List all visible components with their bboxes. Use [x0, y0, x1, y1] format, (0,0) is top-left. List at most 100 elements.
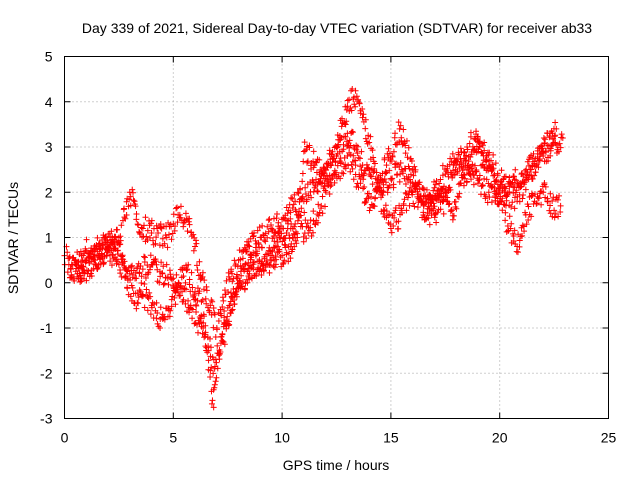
data-point: [258, 271, 265, 278]
data-point: [190, 247, 197, 254]
data-point: [221, 307, 228, 314]
data-point: [304, 158, 311, 165]
data-point: [378, 176, 385, 183]
data-point: [395, 225, 402, 232]
data-point: [358, 148, 365, 155]
data-point: [511, 227, 518, 234]
data-point: [214, 342, 221, 349]
data-point: [167, 271, 174, 278]
data-point: [153, 315, 160, 322]
data-point: [299, 193, 306, 200]
data-point: [460, 171, 467, 178]
data-point: [369, 181, 376, 188]
data-point: [226, 321, 233, 328]
data-point: [242, 261, 249, 268]
data-point: [344, 153, 351, 160]
data-point: [193, 308, 200, 315]
data-point: [229, 306, 236, 313]
data-point: [427, 199, 434, 206]
data-point: [319, 193, 326, 200]
data-point: [193, 302, 200, 309]
data-point: [161, 316, 168, 323]
data-point: [279, 252, 286, 259]
data-point: [468, 165, 475, 172]
data-point: [551, 133, 558, 140]
data-point: [97, 245, 104, 252]
data-point: [407, 171, 414, 178]
data-point: [180, 273, 187, 280]
data-point: [91, 257, 98, 264]
data-point: [266, 269, 273, 276]
data-point: [440, 210, 447, 217]
data-point: [223, 317, 230, 324]
data-point: [312, 159, 319, 166]
data-point: [227, 310, 234, 317]
data-point: [120, 256, 127, 263]
data-point: [207, 367, 214, 374]
data-point: [498, 167, 505, 174]
data-point: [530, 150, 537, 157]
data-point: [202, 329, 209, 336]
data-point: [371, 160, 378, 167]
data-point: [368, 173, 375, 180]
data-point: [398, 166, 405, 173]
y-tick-label: -2: [40, 365, 53, 381]
data-point: [425, 203, 432, 210]
data-point: [383, 208, 390, 215]
data-point: [300, 238, 307, 245]
data-point: [397, 122, 404, 129]
data-point: [281, 241, 288, 248]
data-point: [547, 210, 554, 217]
data-point: [506, 183, 513, 190]
data-point: [467, 171, 474, 178]
data-point: [313, 176, 320, 183]
data-point: [557, 209, 564, 216]
data-point: [370, 154, 377, 161]
data-point: [422, 192, 429, 199]
data-point: [168, 276, 175, 283]
data-point: [225, 322, 232, 329]
data-point: [529, 175, 536, 182]
data-point: [158, 259, 165, 266]
data-point: [281, 257, 288, 264]
data-point: [471, 172, 478, 179]
data-point: [363, 161, 370, 168]
data-point: [338, 159, 345, 166]
data-point: [415, 199, 422, 206]
data-point: [214, 326, 221, 333]
data-point: [171, 294, 178, 301]
data-point: [379, 170, 386, 177]
data-point: [509, 199, 516, 206]
data-point: [286, 235, 293, 242]
data-point: [168, 236, 175, 243]
data-point: [159, 270, 166, 277]
data-point: [473, 128, 480, 135]
data-point: [285, 258, 292, 265]
data-point: [541, 180, 548, 187]
data-point: [127, 193, 134, 200]
data-point: [334, 144, 341, 151]
data-point: [502, 217, 509, 224]
data-point: [308, 232, 315, 239]
data-point: [402, 189, 409, 196]
data-point: [454, 156, 461, 163]
data-point: [287, 209, 294, 216]
data-point: [474, 134, 481, 141]
data-point: [430, 207, 437, 214]
data-point: [118, 222, 125, 229]
data-point: [210, 305, 217, 312]
data-point: [212, 333, 219, 340]
data-point: [516, 243, 523, 250]
data-point: [529, 155, 536, 162]
data-point: [354, 150, 361, 157]
data-point: [539, 149, 546, 156]
data-point: [397, 160, 404, 167]
data-point: [71, 257, 78, 264]
data-point: [453, 205, 460, 212]
data-point: [340, 170, 347, 177]
data-point: [288, 240, 295, 247]
data-point: [133, 216, 140, 223]
data-point: [213, 374, 220, 381]
data-point: [471, 162, 478, 169]
data-point: [333, 169, 340, 176]
